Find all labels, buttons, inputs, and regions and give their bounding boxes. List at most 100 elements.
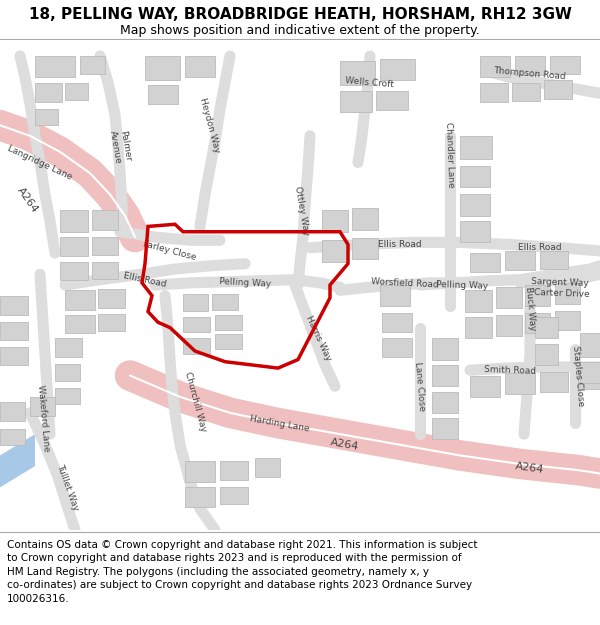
Text: Buck Way: Buck Way [524, 286, 536, 331]
Polygon shape [505, 373, 535, 394]
Polygon shape [212, 294, 238, 309]
Polygon shape [496, 287, 522, 308]
Text: Ellis Road: Ellis Road [518, 243, 562, 252]
Polygon shape [55, 338, 82, 357]
Text: Smith Road: Smith Road [484, 365, 536, 376]
Polygon shape [0, 429, 25, 445]
Polygon shape [550, 56, 580, 74]
Polygon shape [535, 344, 558, 365]
Text: Palmer
Avenue: Palmer Avenue [107, 128, 133, 165]
Polygon shape [340, 61, 375, 85]
Text: A264: A264 [330, 438, 360, 452]
Polygon shape [35, 82, 62, 102]
Polygon shape [183, 338, 210, 354]
Text: Worsfield Road: Worsfield Road [371, 277, 439, 289]
Text: Staples Close: Staples Close [571, 345, 585, 406]
Polygon shape [35, 109, 58, 125]
Text: Map shows position and indicative extent of the property.: Map shows position and indicative extent… [120, 24, 480, 37]
Text: Churchill Way: Churchill Way [182, 371, 208, 433]
Polygon shape [535, 317, 558, 338]
Polygon shape [352, 238, 378, 259]
Text: Wakeford Lane: Wakeford Lane [35, 384, 50, 452]
Polygon shape [0, 347, 28, 365]
Polygon shape [80, 56, 105, 74]
Polygon shape [540, 251, 568, 269]
Text: Farley Close: Farley Close [142, 239, 197, 262]
Polygon shape [255, 458, 280, 477]
Text: Tulllet Way: Tulllet Way [55, 463, 80, 512]
Polygon shape [555, 311, 580, 330]
Polygon shape [0, 402, 25, 421]
Polygon shape [432, 365, 458, 386]
Polygon shape [220, 488, 248, 504]
Polygon shape [185, 461, 215, 482]
Text: Harding Lane: Harding Lane [250, 414, 311, 433]
Polygon shape [432, 338, 458, 359]
Polygon shape [215, 315, 242, 330]
Polygon shape [352, 208, 378, 229]
Polygon shape [432, 391, 458, 413]
Text: Ottley Way: Ottley Way [293, 185, 311, 236]
Text: Sargent Way: Sargent Way [531, 278, 589, 288]
Polygon shape [65, 82, 88, 99]
Polygon shape [0, 434, 35, 488]
Polygon shape [480, 56, 510, 78]
Polygon shape [540, 372, 568, 391]
Text: Carter Drive: Carter Drive [534, 288, 590, 299]
Text: Pelling Way: Pelling Way [436, 279, 488, 291]
Polygon shape [183, 317, 210, 332]
Text: Harris Way: Harris Way [304, 314, 332, 362]
Text: Thompson Road: Thompson Road [493, 66, 566, 82]
Polygon shape [98, 314, 125, 331]
Polygon shape [555, 283, 580, 304]
Polygon shape [496, 315, 522, 336]
Text: Pelling Way: Pelling Way [219, 277, 271, 289]
Polygon shape [580, 333, 600, 357]
Polygon shape [185, 56, 215, 78]
Text: A264: A264 [16, 185, 40, 214]
Polygon shape [465, 291, 492, 312]
Text: Contains OS data © Crown copyright and database right 2021. This information is : Contains OS data © Crown copyright and d… [7, 539, 478, 604]
Polygon shape [183, 294, 208, 311]
Polygon shape [65, 291, 95, 309]
Polygon shape [470, 253, 500, 272]
Polygon shape [460, 136, 492, 159]
Polygon shape [60, 262, 88, 279]
Polygon shape [382, 338, 412, 357]
Polygon shape [376, 91, 408, 110]
Polygon shape [515, 56, 545, 75]
Polygon shape [322, 240, 348, 262]
Polygon shape [215, 334, 242, 349]
Polygon shape [470, 376, 500, 397]
Polygon shape [185, 488, 215, 507]
Polygon shape [145, 56, 180, 81]
Polygon shape [460, 166, 490, 187]
Polygon shape [0, 322, 28, 341]
Polygon shape [480, 82, 508, 102]
Polygon shape [92, 211, 118, 229]
Polygon shape [220, 461, 248, 480]
Polygon shape [505, 251, 535, 270]
Polygon shape [30, 397, 55, 416]
Polygon shape [35, 56, 75, 78]
Polygon shape [322, 211, 348, 232]
Text: Ellis Road: Ellis Road [123, 271, 167, 289]
Polygon shape [60, 211, 88, 232]
Polygon shape [460, 221, 490, 243]
Polygon shape [525, 312, 550, 333]
Text: A264: A264 [515, 461, 545, 475]
Polygon shape [465, 317, 492, 338]
Text: Langridge Lane: Langridge Lane [6, 144, 74, 181]
Polygon shape [98, 289, 125, 308]
Text: Ellis Road: Ellis Road [378, 240, 422, 249]
Polygon shape [432, 418, 458, 439]
Polygon shape [65, 315, 95, 333]
Polygon shape [55, 388, 80, 404]
Polygon shape [544, 81, 572, 99]
Text: 18, PELLING WAY, BROADBRIDGE HEATH, HORSHAM, RH12 3GW: 18, PELLING WAY, BROADBRIDGE HEATH, HORS… [29, 8, 571, 22]
Polygon shape [580, 362, 600, 383]
Polygon shape [578, 370, 600, 389]
Polygon shape [0, 296, 28, 315]
Polygon shape [92, 262, 118, 279]
Text: Chandler Lane: Chandler Lane [445, 122, 455, 188]
